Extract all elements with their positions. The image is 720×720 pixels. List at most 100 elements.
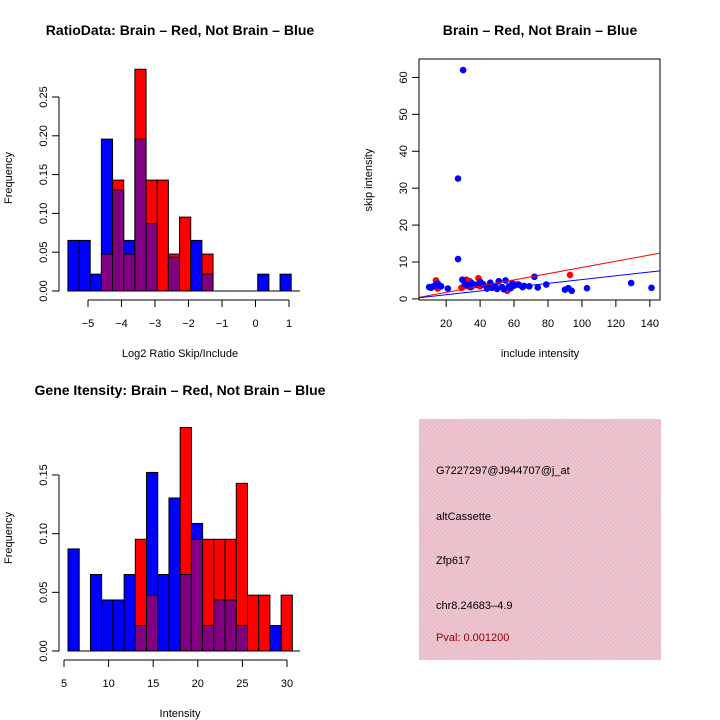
intensity-bar-overlap bbox=[224, 599, 237, 652]
intensity-y-tick-label: 0.10 bbox=[38, 523, 50, 544]
ratio-x-tick-label: 1 bbox=[286, 318, 292, 330]
ratio-bar-not-brain bbox=[257, 273, 270, 292]
scatter-y-tick-label: 40 bbox=[398, 145, 410, 157]
ratio-y-tick-label: 0.05 bbox=[38, 241, 50, 262]
scatter-plot-box bbox=[418, 58, 661, 301]
ratio-y-tick-label: 0.10 bbox=[38, 203, 50, 224]
scatter-point-not-brain bbox=[526, 283, 533, 290]
scatter-point-not-brain bbox=[568, 287, 576, 295]
ratio-histogram-xlabel: Log2 Ratio Skip/Include bbox=[122, 348, 238, 360]
ratio-histogram-ylabel: Frequency bbox=[3, 152, 15, 204]
intensity-bar-not-brain bbox=[101, 599, 114, 652]
scatter-y-tick-label: 20 bbox=[398, 219, 410, 231]
scatter-panel: Brain – Red, Not Brain – Blue include in… bbox=[363, 22, 661, 360]
intensity-bar-overlap bbox=[213, 599, 226, 652]
intensity-histogram-xlabel: Intensity bbox=[160, 708, 201, 720]
intensity-bar-overlap bbox=[134, 625, 148, 652]
ratio-x-tick-label: −2 bbox=[182, 318, 195, 330]
intensity-bar-not-brain bbox=[89, 573, 103, 652]
scatter-fit-line-brain bbox=[418, 252, 661, 298]
intensity-y-tick-label: 0.00 bbox=[38, 640, 50, 661]
scatter-x-tick-label: 140 bbox=[641, 318, 659, 330]
intensity-bar-not-brain bbox=[112, 599, 125, 652]
intensity-bar-overlap bbox=[179, 573, 192, 652]
ratio-y-tick-label: 0.25 bbox=[38, 86, 50, 107]
scatter-point-not-brain bbox=[648, 284, 655, 292]
ratio-bar-overlap bbox=[134, 138, 147, 292]
ratio-x-tick-label: −4 bbox=[115, 318, 128, 330]
ratio-x-tick-label: −5 bbox=[82, 318, 95, 330]
scatter-y-tick-label: 30 bbox=[398, 182, 410, 194]
intensity-x-tick-label: 5 bbox=[61, 678, 67, 690]
scatter-xlabel: include intensity bbox=[501, 348, 580, 360]
intensity-bar-brain bbox=[280, 594, 293, 652]
ratio-bar-not-brain bbox=[78, 239, 91, 292]
intensity-histogram-ylabel: Frequency bbox=[3, 512, 15, 564]
intensity-bar-overlap bbox=[190, 538, 204, 652]
intensity-x-tick-label: 20 bbox=[192, 678, 204, 690]
scatter-x-tick-label: 80 bbox=[542, 318, 554, 330]
intensity-bar-overlap bbox=[202, 625, 215, 652]
intensity-x-tick-label: 30 bbox=[281, 678, 293, 690]
intensity-x-tick-label: 25 bbox=[236, 678, 248, 690]
scatter-fit-lines bbox=[418, 252, 661, 299]
ratio-bar-brain bbox=[179, 216, 192, 292]
scatter-point-not-brain bbox=[542, 281, 550, 288]
scatter-x-tick-label: 40 bbox=[474, 318, 486, 330]
scatter-y-tick-label: 10 bbox=[398, 256, 410, 268]
intensity-bar-not-brain bbox=[67, 548, 80, 652]
intensity-bar-not-brain bbox=[269, 625, 282, 652]
ratio-x-tick-label: −1 bbox=[216, 318, 229, 330]
ratio-bar-not-brain bbox=[89, 273, 102, 292]
ratio-bar-not-brain bbox=[190, 239, 203, 292]
scatter-x-tick-label: 20 bbox=[440, 318, 452, 330]
scatter-point-not-brain bbox=[437, 283, 445, 290]
intensity-y-tick-label: 0.15 bbox=[38, 464, 50, 485]
scatter-fit-line-not-brain bbox=[418, 270, 661, 299]
intensity-bar-not-brain bbox=[168, 497, 181, 652]
ratio-bar-overlap bbox=[167, 256, 181, 292]
intensity-histogram-bars bbox=[67, 426, 300, 652]
scatter-point-not-brain bbox=[444, 285, 452, 292]
scatter-point-not-brain bbox=[468, 279, 475, 287]
intensity-x-tick-label: 10 bbox=[102, 678, 114, 690]
pvalue: Pval: 0.001200 bbox=[436, 632, 510, 644]
intensity-bar-overlap bbox=[235, 625, 248, 652]
scatter-y-tick-label: 60 bbox=[398, 71, 410, 83]
intensity-bar-overlap bbox=[146, 594, 159, 652]
scatter-y-tick-label: 50 bbox=[398, 108, 410, 120]
event-type: altCassette bbox=[436, 511, 492, 523]
intensity-histogram-title: Gene Itensity: Brain – Red, Not Brain – … bbox=[35, 382, 326, 398]
ratio-histogram-axes: 0.00 0.05 0.10 0.15 0.20 0.25 −5 −4 −3 −2 −1 0 1 bbox=[38, 86, 292, 330]
ratio-y-tick-label: 0.00 bbox=[38, 280, 50, 301]
scatter-ylabel: skip intensity bbox=[363, 148, 375, 211]
probe-id: G7227297@J944707@j_at bbox=[436, 465, 570, 477]
scatter-point-not-brain bbox=[534, 284, 542, 291]
scatter-point-not-brain bbox=[583, 284, 591, 292]
scatter-point-not-brain bbox=[454, 175, 462, 182]
scatter-y-tick-label: 0 bbox=[398, 296, 410, 302]
scatter-point-not-brain bbox=[459, 66, 467, 74]
scatter-title: Brain – Red, Not Brain – Blue bbox=[443, 22, 638, 38]
scatter-x-tick-label: 60 bbox=[508, 318, 520, 330]
ratio-bar-overlap bbox=[112, 189, 125, 292]
ratio-x-tick-label: 0 bbox=[252, 318, 258, 330]
intensity-bar-brain bbox=[246, 594, 260, 652]
ratio-y-tick-label: 0.15 bbox=[38, 164, 50, 185]
ratio-y-tick-label: 0.20 bbox=[38, 125, 50, 146]
ratio-bar-not-brain bbox=[67, 239, 80, 292]
scatter-point-brain bbox=[566, 271, 574, 279]
ratio-bar-overlap bbox=[145, 222, 158, 292]
scatter-point-not-brain bbox=[502, 277, 509, 284]
ratio-bar-overlap bbox=[201, 273, 214, 292]
ratio-bar-overlap bbox=[100, 253, 114, 292]
info-panel: G7227297@J944707@j_at altCassette Zfp617… bbox=[419, 419, 661, 660]
ratio-bar-not-brain bbox=[279, 273, 292, 292]
gene-name: Zfp617 bbox=[436, 555, 471, 567]
intensity-histogram-axes: 0.00 0.05 0.10 0.15 5 10 15 20 25 30 bbox=[38, 464, 293, 690]
scatter-x-tick-label: 120 bbox=[607, 318, 625, 330]
scatter-point-not-brain bbox=[531, 273, 538, 281]
scatter-x-tick-label: 100 bbox=[573, 318, 591, 330]
scatter-point-not-brain bbox=[627, 279, 635, 287]
